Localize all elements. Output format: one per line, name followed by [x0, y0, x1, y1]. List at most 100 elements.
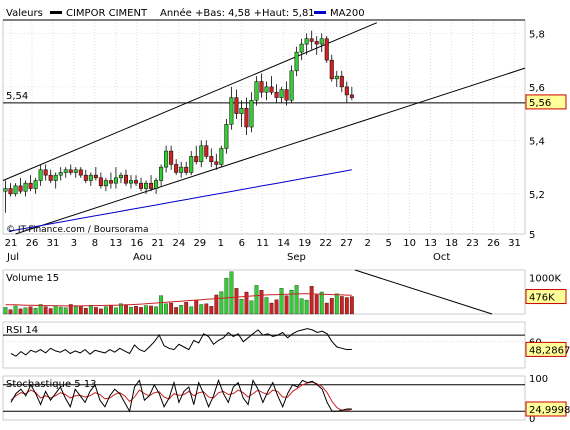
volume-bar [324, 302, 329, 315]
price-last-value: 5,56 [529, 98, 551, 109]
y-tick-label: 5,2 [529, 190, 545, 201]
x-day-label: 19 [298, 238, 311, 249]
candle-body [83, 174, 88, 181]
rsi-last-value: 48,2867 [529, 345, 570, 356]
candle-body [23, 182, 28, 192]
sto-fast-line [10, 378, 352, 413]
volume-bar [109, 305, 113, 315]
candle-body [259, 81, 264, 93]
rsi-title: RSI 14 [6, 325, 38, 336]
candle-body [154, 180, 159, 189]
price-last-value-box [525, 94, 567, 110]
y-tick-label: 5,8 [529, 29, 545, 40]
volume-bar [48, 308, 53, 315]
volume-bar [23, 307, 28, 315]
candle-body [113, 177, 118, 184]
volume-bar [279, 288, 284, 315]
volume-title: Volume 15 [6, 273, 59, 284]
candle-body [334, 75, 339, 80]
x-day-label: 29 [193, 238, 206, 249]
volume-bar [254, 285, 259, 315]
trend-line-upper [2, 22, 378, 181]
volume-bar [3, 307, 8, 315]
volume-bar [214, 294, 219, 315]
candle-body [304, 38, 309, 45]
x-day-label: 3 [71, 238, 77, 249]
volume-bar [299, 298, 304, 315]
candle-body [88, 174, 93, 181]
candle-body [189, 156, 194, 173]
volume-bar [219, 291, 224, 315]
volume-avg-line [5, 293, 352, 307]
ma200-line [8, 169, 352, 232]
volume-bar [103, 306, 108, 315]
volume-bar [63, 307, 68, 315]
candle-body [254, 81, 259, 101]
candle-body [234, 97, 239, 114]
volume-last-value: 476K [529, 293, 555, 304]
volume-bar [53, 305, 58, 315]
ma200-legend-label: MA200 [330, 8, 365, 19]
candle-body [194, 156, 199, 163]
candle-body [224, 124, 229, 149]
volume-trend-line [354, 269, 493, 315]
sto-tick-label: 0 [529, 414, 535, 425]
stochastic-frame [2, 375, 526, 421]
candle-body [309, 38, 314, 42]
x-day-label: 26 [487, 238, 500, 249]
x-day-label: 21 [151, 238, 164, 249]
chart-header: Valeurs CIMPOR CIMENT Année +Bas: 4,58 +… [6, 7, 365, 19]
candle-body [13, 185, 18, 195]
x-day-label: 11 [256, 238, 269, 249]
x-day-label: 2 [364, 238, 370, 249]
volume-bar [149, 305, 153, 315]
volume-bar [58, 306, 63, 315]
year-range: Année +Bas: 4,58 +Haut: 5,81 [160, 7, 315, 19]
volume-bar [289, 290, 294, 315]
candle-body [169, 150, 174, 165]
volume-bar [294, 285, 299, 315]
candle-body [73, 169, 78, 173]
price-frame [2, 19, 526, 235]
volume-bar [329, 298, 334, 315]
stock-name: CIMPOR CIMENT [66, 8, 148, 19]
volume-bar [13, 305, 18, 315]
x-day-label: 6 [239, 238, 245, 249]
volume-bar [114, 307, 118, 315]
volume-bar [68, 304, 73, 315]
volume-bar [179, 305, 184, 315]
volume-bar [164, 303, 169, 315]
candle-body [274, 91, 279, 98]
candle-body [139, 182, 144, 189]
x-day-label: 16 [131, 238, 144, 249]
candle-body [179, 166, 184, 173]
volume-bar [224, 277, 229, 315]
x-day-label: 8 [92, 238, 98, 249]
x-month-label: Jul [6, 252, 19, 263]
y-tick-label: 5,6 [529, 83, 545, 94]
rsi-frame [2, 321, 526, 369]
candle-body [324, 38, 329, 61]
candle-body [284, 89, 289, 101]
candle-body [314, 41, 319, 45]
x-day-label: 27 [340, 238, 353, 249]
candle-body [63, 169, 68, 173]
volume-bar [234, 288, 239, 315]
rsi-last-value-box [525, 341, 567, 357]
candle-body [43, 169, 48, 176]
sto-last-value-box [525, 401, 567, 417]
candle-body [33, 180, 38, 189]
sto-last-value: 24,9998 [529, 405, 570, 416]
volume-bar [33, 307, 38, 315]
volume-bar [129, 306, 133, 315]
volume-bar [349, 296, 354, 315]
x-day-label: 24 [172, 238, 185, 249]
volume-bar [339, 296, 344, 315]
candle-body [128, 180, 133, 184]
candle-body [319, 38, 324, 45]
price-panel: 21 26 31 3 8 13 16 21 24 29 1 6 11 14 19 22 27 2 5 10 13 18 23… [2, 19, 567, 263]
candle-body [103, 180, 108, 187]
candle-body [329, 59, 334, 80]
candle-body [199, 145, 204, 163]
x-day-label: 22 [319, 238, 332, 249]
